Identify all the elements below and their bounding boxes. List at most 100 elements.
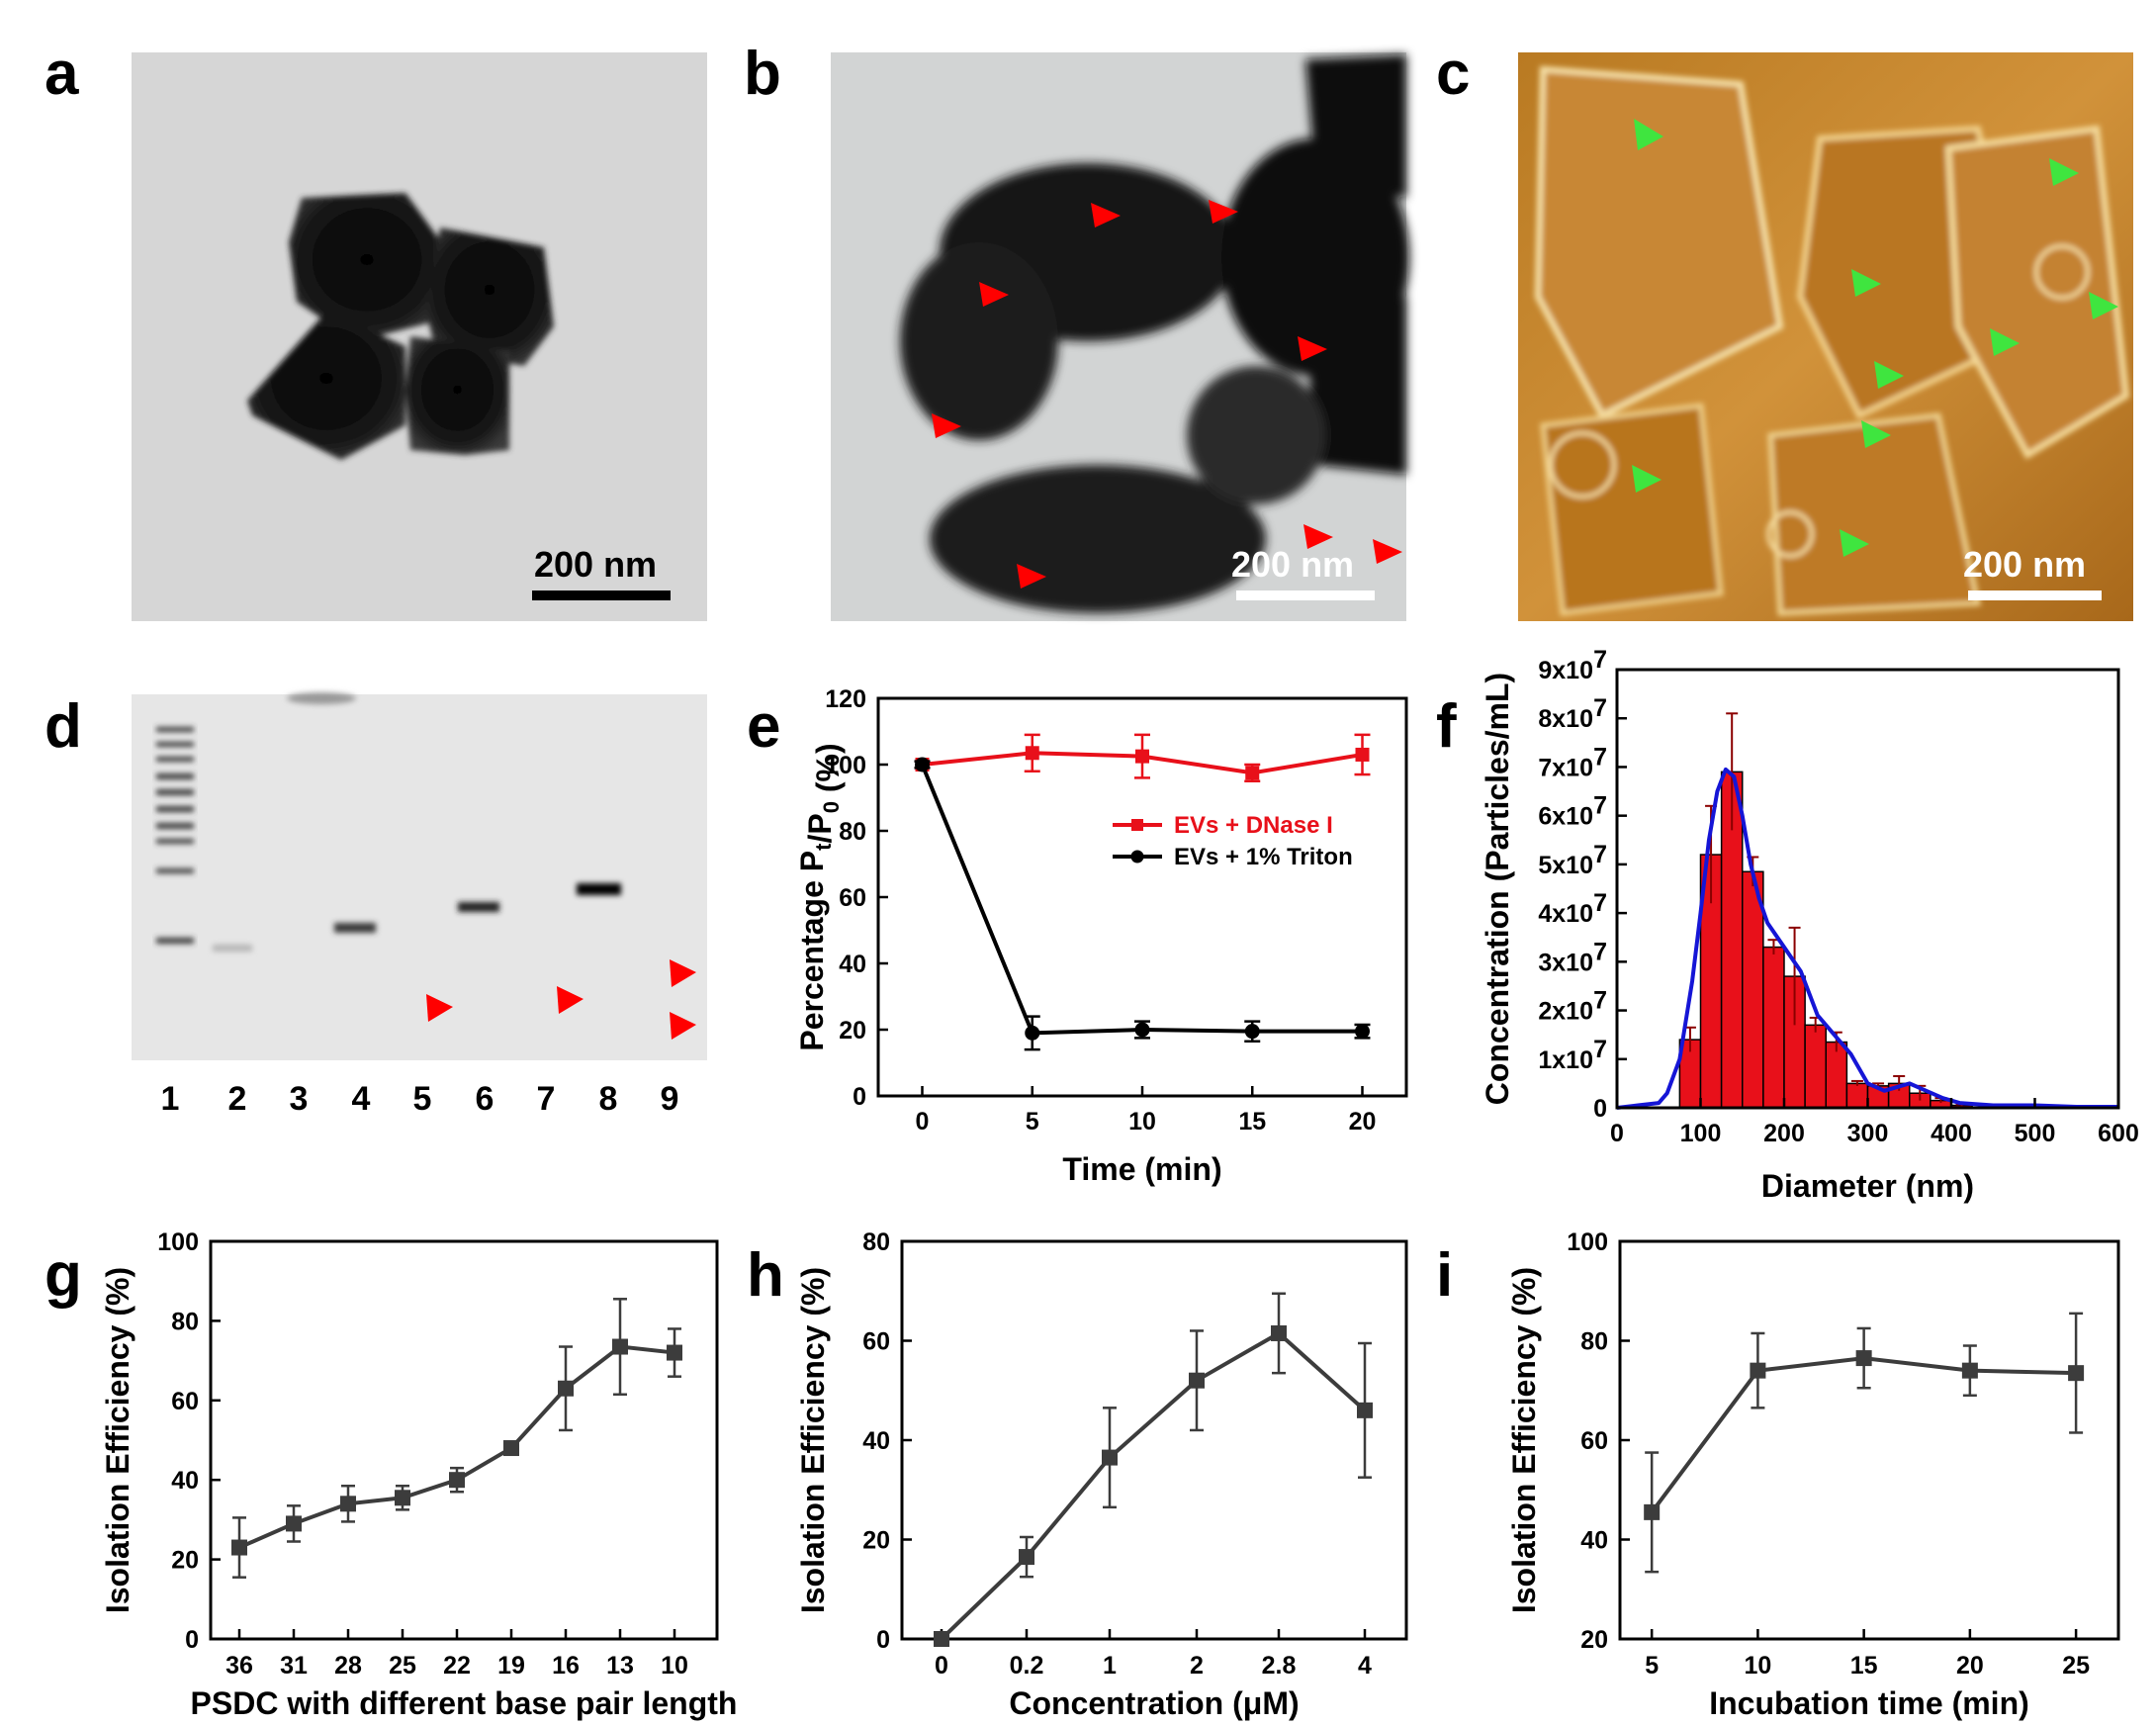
afm-vesicle: [2034, 244, 2090, 300]
data-point: [503, 1440, 519, 1457]
green-arrowhead: [1851, 269, 1881, 297]
x-tick-label: 15: [1238, 1108, 1266, 1136]
y-tick-label: 80: [171, 1308, 199, 1335]
data-point: [2068, 1365, 2085, 1382]
nanocube: [289, 193, 445, 341]
lane-label: 7: [537, 1080, 556, 1118]
histogram-bar: [1845, 1082, 1869, 1109]
y-axis-label: Isolation Efficiency (%): [795, 1267, 831, 1613]
x-axis-label: PSDC with different base pair length: [191, 1685, 738, 1721]
aggregate: [1305, 297, 1406, 475]
panel-label: f: [1436, 692, 1457, 761]
data-point: [340, 1496, 356, 1512]
x-tick-label: 200: [1763, 1120, 1805, 1147]
data-point: [395, 1490, 410, 1506]
x-tick-label: 300: [1847, 1120, 1889, 1147]
aggregate: [900, 242, 1058, 440]
data-point: [915, 757, 930, 772]
afm-feature: [1540, 403, 1724, 616]
panel-label: e: [747, 692, 780, 761]
red-arrowhead: [1373, 539, 1402, 564]
panel-d: d 1 2 3 4 5 6 7 8 9: [45, 692, 707, 1118]
data-point: [1245, 766, 1260, 780]
red-arrowhead: [670, 959, 696, 987]
data-point: [1019, 1549, 1034, 1566]
gel-band: [287, 692, 356, 704]
y-tick-label: 40: [171, 1467, 199, 1495]
x-axis-label: Time (min): [1062, 1151, 1221, 1187]
y-tick-label: 120: [825, 685, 866, 713]
y-tick-label: 6x10: [1538, 803, 1593, 831]
gel-band: [458, 902, 499, 912]
x-tick-label: 19: [497, 1652, 525, 1680]
x-tick-label: 10: [1744, 1652, 1771, 1680]
red-arrowhead: [557, 986, 584, 1014]
data-point: [558, 1380, 574, 1397]
gel-image-d: [132, 694, 707, 1060]
data-point: [449, 1472, 465, 1489]
x-tick-label: 10: [661, 1652, 688, 1680]
y-tick-label: 100: [157, 1228, 199, 1256]
y-tick-label: 2x10: [1538, 998, 1593, 1026]
y-tick-label: 9x10: [1538, 657, 1593, 684]
lane-labels: 1 2 3 4 5 6 7 8 9: [161, 1080, 679, 1118]
y-tick-label: 80: [839, 818, 866, 846]
data-point: [1102, 1449, 1118, 1466]
x-tick-label: 20: [1956, 1652, 1984, 1680]
legend-marker: [1130, 850, 1144, 863]
ladder-lane: [156, 727, 194, 944]
x-tick-label: 5: [1645, 1652, 1659, 1680]
afm-cube-features: [1534, 65, 2130, 616]
nanocube-cluster: [247, 193, 554, 460]
data-point: [934, 1631, 949, 1647]
plot-frame: [1618, 1239, 2120, 1641]
x-tick-label: 2.8: [1262, 1652, 1297, 1680]
data-point: [1134, 1022, 1150, 1038]
y-tick-label: 40: [1580, 1527, 1608, 1555]
plot-frame: [209, 1239, 719, 1641]
y-tick-label: 40: [839, 951, 866, 978]
x-axis-label: Concentration (μM): [1009, 1685, 1299, 1721]
red-arrowhead: [932, 413, 961, 438]
y-axis-label: Concentration (Particles/mL): [1480, 673, 1515, 1105]
x-tick-label: 500: [2015, 1120, 2056, 1147]
histogram-bar: [1762, 946, 1785, 1109]
lane-label: 9: [661, 1080, 679, 1118]
y-tick-label: 100: [1567, 1228, 1608, 1256]
data-point: [1357, 1402, 1373, 1418]
panel-label: h: [747, 1241, 784, 1310]
histogram-bar: [1825, 1041, 1848, 1109]
data-point: [1750, 1362, 1766, 1379]
y-tick-exponent: 7: [1593, 694, 1607, 722]
data-point: [1855, 1350, 1872, 1367]
red-arrow-markers-b: [932, 200, 1402, 589]
nanocube: [425, 227, 554, 366]
x-tick-label: 10: [1128, 1108, 1156, 1136]
red-arrowhead: [1017, 564, 1046, 589]
panel-label: g: [45, 1241, 82, 1310]
y-tick-exponent: 7: [1593, 792, 1607, 820]
ladder-band: [156, 839, 194, 844]
panel-c: c 200 nm: [1436, 40, 2133, 621]
y-axis-label: Percentage Pt/P0 (%): [794, 743, 846, 1050]
red-arrowhead: [426, 994, 453, 1022]
x-axis-label: Incubation time (min): [1709, 1685, 2029, 1721]
x-tick-label: 36: [225, 1652, 253, 1680]
data-point: [1355, 1024, 1370, 1040]
gel-band: [577, 883, 621, 895]
lane-label: 8: [599, 1080, 618, 1118]
data-point: [1189, 1372, 1205, 1389]
scale-bar-label-a: 200 nm: [534, 544, 657, 585]
ladder-band: [156, 823, 194, 829]
y-tick-label: 0: [853, 1083, 866, 1111]
legend-label: EVs + DNase I: [1174, 812, 1333, 839]
y-axis-label: Isolation Efficiency (%): [1506, 1267, 1542, 1613]
scale-bar-label-b: 200 nm: [1231, 544, 1354, 585]
x-tick-label: 0: [1610, 1120, 1624, 1147]
x-tick-label: 100: [1680, 1120, 1722, 1147]
green-arrowhead: [1990, 328, 2020, 356]
y-tick-label: 60: [839, 884, 866, 912]
red-arrowhead: [979, 282, 1009, 307]
data-point: [1644, 1503, 1661, 1520]
lane-label: 3: [290, 1080, 309, 1118]
